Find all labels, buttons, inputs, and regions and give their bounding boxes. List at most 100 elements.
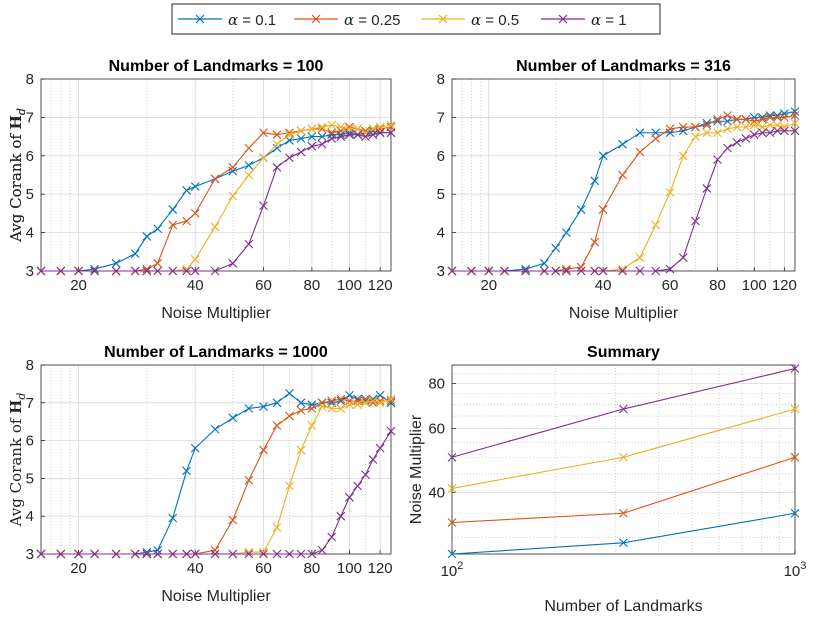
data-point xyxy=(327,120,337,130)
data-point xyxy=(741,114,751,124)
data-point xyxy=(111,266,121,276)
data-point xyxy=(244,547,254,557)
x-axis-label: Noise Multiplier xyxy=(161,305,271,322)
series-4 xyxy=(447,126,800,276)
data-point xyxy=(296,398,306,408)
data-point xyxy=(635,253,645,262)
data-point xyxy=(259,549,268,559)
y-tick-label: 7 xyxy=(437,109,445,126)
data-point xyxy=(74,549,83,559)
data-point xyxy=(447,266,457,276)
data-point xyxy=(635,147,645,157)
x-tick-label: 100 xyxy=(742,277,767,294)
data-point xyxy=(228,413,238,423)
x-tick-label: 40 xyxy=(187,277,204,294)
legend-label: α = 0.1 xyxy=(228,11,276,29)
charts-layer: 20 40 60 80 100 120 3 4 5 6 7 8 Number of Landmarks … xyxy=(7,58,806,615)
y-tick-label: 5 xyxy=(437,186,445,203)
data-point xyxy=(678,122,688,132)
data-point xyxy=(285,549,294,559)
y-tick-label: 5 xyxy=(26,186,34,203)
grid xyxy=(452,79,795,271)
plot-area xyxy=(452,79,795,271)
data-point xyxy=(561,264,571,274)
ticks: 102 103 40 60 80 xyxy=(428,375,806,580)
x-tick-label: 120 xyxy=(368,277,393,294)
x-tick-label: 80 xyxy=(304,277,321,294)
data-point xyxy=(142,266,152,276)
data-point xyxy=(447,484,457,493)
data-point xyxy=(790,126,800,136)
data-point xyxy=(259,547,268,557)
data-point xyxy=(386,426,396,436)
legend-swatch-marker xyxy=(558,14,568,24)
legend-swatch-marker xyxy=(438,14,448,24)
data-point xyxy=(296,549,306,559)
y-tick-label: 8 xyxy=(26,357,34,374)
chart-title: Number of Landmarks = 316 xyxy=(516,58,731,75)
legend-entry: α = 0.1 xyxy=(178,11,276,29)
x-tick-label: 40 xyxy=(187,560,204,577)
data-point xyxy=(345,122,354,132)
y-tick-label: 80 xyxy=(428,375,445,392)
data-point xyxy=(790,107,800,117)
data-point xyxy=(317,132,327,141)
data-point xyxy=(307,124,317,134)
data-point xyxy=(790,452,800,462)
data-point xyxy=(539,258,549,268)
data-point xyxy=(317,545,327,555)
data-point xyxy=(228,549,238,559)
data-point xyxy=(368,130,378,140)
y-axis-label: Noise Multiplier xyxy=(408,414,425,524)
data-point xyxy=(153,545,163,555)
data-point xyxy=(317,122,327,132)
data-point xyxy=(168,549,178,559)
data-point xyxy=(210,266,220,276)
data-point xyxy=(361,470,370,480)
legend: α = 0.1 α = 0.25 α = 0.5 α = 1 xyxy=(171,3,661,35)
x-tick-label: 120 xyxy=(368,560,393,577)
data-point xyxy=(228,258,238,268)
data-point xyxy=(272,139,282,149)
data-point xyxy=(244,549,254,559)
data-point xyxy=(500,266,509,276)
data-point xyxy=(182,185,191,195)
data-point xyxy=(90,264,99,274)
data-point xyxy=(317,398,327,408)
data-point xyxy=(539,266,549,276)
data-point xyxy=(651,266,661,276)
data-point xyxy=(272,143,282,153)
data-point xyxy=(285,388,294,398)
data-point xyxy=(619,538,628,548)
data-point xyxy=(130,266,140,276)
data-point xyxy=(345,492,354,502)
data-point xyxy=(368,455,378,464)
data-point xyxy=(353,400,363,410)
chart-panel-4: 102 103 40 60 80 Summary Number of Landmarks No… xyxy=(408,344,806,615)
data-point xyxy=(749,120,759,130)
y-tick-label: 60 xyxy=(428,421,445,438)
data-point xyxy=(765,113,775,122)
ticks: 20 40 60 80 100 120 3 4 5 6 7 8 xyxy=(26,357,393,577)
x-tick-label: 100 xyxy=(337,560,362,577)
data-point xyxy=(244,161,254,170)
data-point xyxy=(285,130,294,140)
data-point xyxy=(635,266,645,276)
data-point xyxy=(190,255,200,264)
y-tick-label: 3 xyxy=(437,263,445,280)
x-tick-label: 40 xyxy=(595,277,612,294)
data-point xyxy=(190,549,200,559)
data-point xyxy=(561,266,571,276)
data-point xyxy=(665,124,675,134)
series-line xyxy=(41,132,391,272)
data-point xyxy=(296,405,306,415)
data-point xyxy=(327,532,337,542)
data-point xyxy=(749,130,759,140)
data-point xyxy=(307,141,317,151)
data-point xyxy=(790,118,800,128)
x-tick-label: 20 xyxy=(70,560,87,577)
data-point xyxy=(353,481,363,491)
data-point xyxy=(713,114,722,124)
y-axis-label: Avg Corank of Hd xyxy=(7,393,28,528)
